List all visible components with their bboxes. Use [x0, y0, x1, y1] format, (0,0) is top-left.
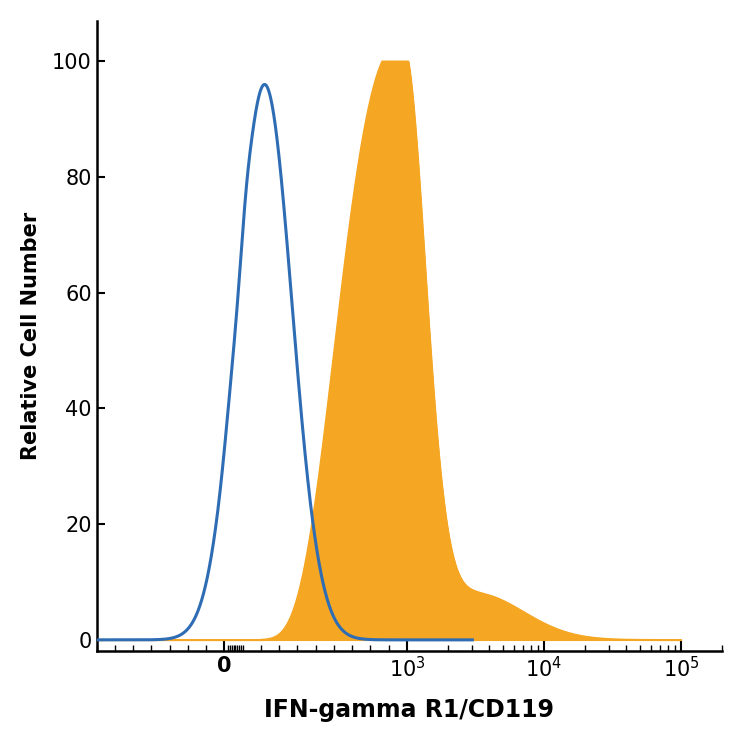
- Y-axis label: Relative Cell Number: Relative Cell Number: [21, 212, 41, 460]
- X-axis label: IFN-gamma R1/CD119: IFN-gamma R1/CD119: [265, 698, 554, 722]
